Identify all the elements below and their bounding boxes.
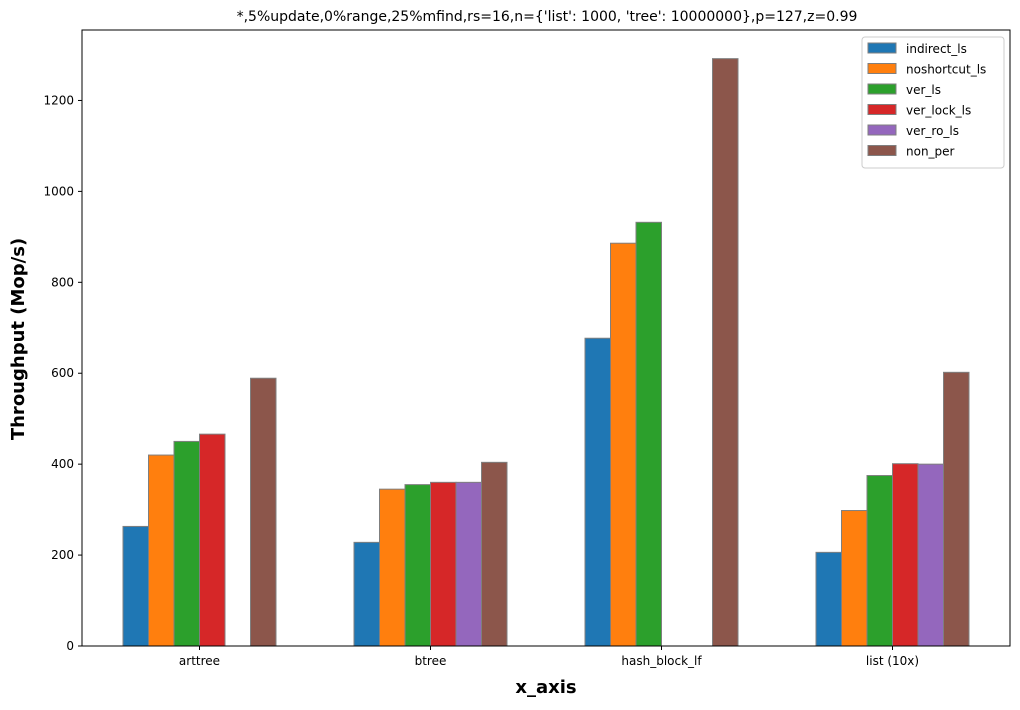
bar-ver_ls-hash-block-lf: [635, 221, 662, 647]
legend-label-noshortcut_ls: noshortcut_ls: [906, 63, 986, 77]
bar-noshortcut_ls-arttree: [148, 454, 175, 647]
legend-label-ver_ro_ls: ver_ro_ls: [906, 124, 959, 138]
y-tick-label: 400: [51, 457, 74, 471]
legend-label-non_per: non_per: [906, 145, 955, 159]
bar-ver_lock_ls-list-10x-: [892, 463, 919, 647]
legend-swatch-non_per: [867, 145, 897, 156]
axes: 0 200 400 600 800 1000 1200 arttree btree hash_bl…: [43, 29, 1011, 668]
legend-swatch-ver_lock_ls: [867, 104, 897, 115]
y-tick-label: 1000: [43, 184, 74, 198]
y-axis-label: Throughput (Mop/s): [8, 238, 29, 440]
x-tick-label: hash_block_lf: [621, 654, 702, 668]
bar-non_per-btree: [481, 461, 508, 647]
x-tick-label: btree: [415, 654, 447, 668]
bar-ver_ro_ls-list-10x-: [917, 463, 944, 647]
bar-non_per-list-10x-: [943, 371, 970, 647]
bar-ver_ro_ls-btree: [455, 481, 482, 647]
bar-indirect_ls-arttree: [122, 525, 149, 647]
bar-ver_ls-btree: [404, 484, 431, 647]
y-tick-label: 200: [51, 548, 74, 562]
x-axis-label: x_axis: [515, 677, 576, 698]
y-tick-label: 1200: [43, 93, 74, 107]
legend-label-ver_lock_ls: ver_lock_ls: [906, 104, 971, 118]
bar-ver_lock_ls-btree: [430, 481, 457, 647]
bar-non_per-arttree: [250, 377, 277, 647]
bar-indirect_ls-hash-block-lf: [584, 337, 611, 647]
bar-ver_ls-list-10x-: [866, 475, 893, 647]
chart-title: *,5%update,0%range,25%mfind,rs=16,n={'li…: [237, 9, 858, 25]
axes-frame: [81, 29, 1011, 647]
bar-ver_lock_ls-arttree: [199, 433, 226, 647]
bar-ver_ls-arttree: [173, 440, 200, 647]
bar-indirect_ls-btree: [353, 541, 380, 647]
y-tick-label: 600: [51, 366, 74, 380]
x-tick-label: list (10x): [866, 654, 919, 668]
bar-noshortcut_ls-btree: [379, 488, 406, 647]
legend-label-ver_ls: ver_ls: [906, 83, 941, 97]
legend-swatch-noshortcut_ls: [867, 63, 897, 74]
y-tick-label: 0: [66, 639, 74, 653]
bar-noshortcut_ls-hash-block-lf: [610, 242, 637, 647]
legend-swatch-ver_ls: [867, 83, 897, 95]
x-tick-label: arttree: [179, 654, 220, 668]
bar-noshortcut_ls-list-10x-: [841, 510, 868, 647]
bars: [122, 58, 970, 647]
legend-swatch-indirect_ls: [867, 42, 897, 54]
legend-label-indirect_ls: indirect_ls: [906, 42, 967, 56]
legend-box: [861, 36, 1005, 169]
bar-indirect_ls-list-10x-: [815, 551, 842, 647]
legend: indirect_ls noshortcut_ls ver_ls ver_lock_l…: [861, 36, 1005, 169]
legend-swatch-ver_ro_ls: [867, 124, 897, 136]
y-tick-label: 800: [51, 275, 74, 289]
bar-non_per-hash-block-lf: [712, 58, 739, 647]
